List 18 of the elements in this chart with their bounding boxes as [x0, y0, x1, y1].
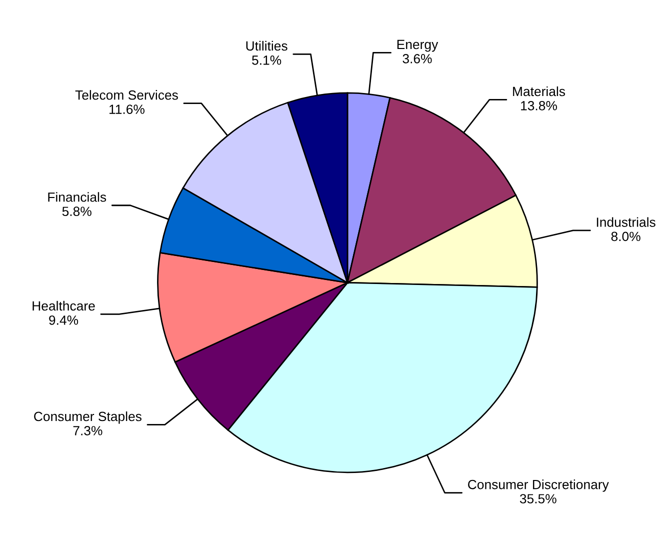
data-label: 35.5%	[520, 494, 556, 504]
data-label: 5.8%	[62, 206, 92, 216]
data-label: 13.8%	[521, 101, 557, 110]
slice-label: Industrials	[596, 217, 656, 227]
data-label: 3.6%	[402, 54, 432, 64]
slice-label: Utilities	[246, 40, 288, 51]
slice-label: Consumer Discretionary	[468, 480, 609, 492]
slice-label: Healthcare	[32, 300, 95, 311]
data-label: 11.6%	[110, 104, 144, 114]
slice-label: Consumer Staples	[34, 411, 142, 424]
slice-label: Materials	[513, 86, 566, 96]
slice-label: Financials	[48, 192, 106, 202]
data-label: 7.3%	[73, 426, 102, 436]
data-label: 9.4%	[49, 315, 78, 325]
data-label: 8.0%	[611, 232, 640, 242]
data-label: 5.1%	[252, 56, 282, 65]
slice-label: Energy	[397, 40, 438, 52]
slice-label: Telecom Services	[75, 90, 178, 100]
